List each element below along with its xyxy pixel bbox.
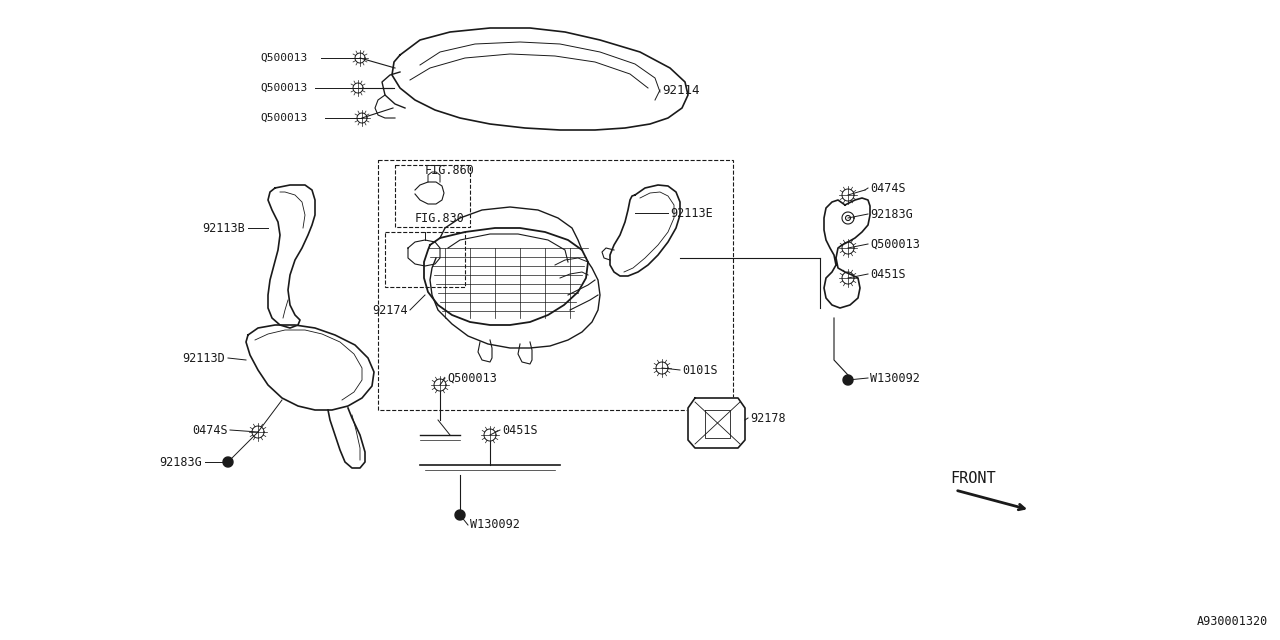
Text: 0451S: 0451S <box>870 268 906 280</box>
Bar <box>396 165 470 227</box>
Text: 92113E: 92113E <box>669 207 713 220</box>
Text: FRONT: FRONT <box>950 470 996 486</box>
Text: Q500013: Q500013 <box>261 83 308 93</box>
Text: Q500013: Q500013 <box>261 113 308 123</box>
Polygon shape <box>246 325 374 410</box>
Text: W130092: W130092 <box>470 518 520 531</box>
Polygon shape <box>844 375 852 385</box>
Text: FIG.830: FIG.830 <box>415 211 465 225</box>
Polygon shape <box>223 457 233 467</box>
Text: 0474S: 0474S <box>870 182 906 195</box>
Text: 92113D: 92113D <box>182 351 225 365</box>
Text: FIG.860: FIG.860 <box>425 163 475 177</box>
Text: Q500013: Q500013 <box>447 371 497 385</box>
Polygon shape <box>392 28 689 130</box>
Polygon shape <box>285 226 294 234</box>
Bar <box>385 232 465 287</box>
Text: 92183G: 92183G <box>159 456 202 468</box>
Text: 92174: 92174 <box>372 303 408 317</box>
Text: Q500013: Q500013 <box>870 237 920 250</box>
Text: 92183G: 92183G <box>870 207 913 221</box>
Text: A930001320: A930001320 <box>1197 615 1268 628</box>
Polygon shape <box>282 298 289 306</box>
Polygon shape <box>454 510 465 520</box>
Polygon shape <box>268 185 315 328</box>
Text: 0474S: 0474S <box>192 424 228 436</box>
Bar <box>378 160 733 410</box>
Text: 92114: 92114 <box>662 83 699 97</box>
Polygon shape <box>611 185 680 276</box>
Text: W130092: W130092 <box>870 371 920 385</box>
Text: Q500013: Q500013 <box>261 53 308 63</box>
Text: 0451S: 0451S <box>502 424 538 436</box>
Text: 92113B: 92113B <box>202 221 244 234</box>
Text: 92178: 92178 <box>750 412 786 424</box>
Text: 0101S: 0101S <box>682 364 718 376</box>
Polygon shape <box>689 398 745 448</box>
